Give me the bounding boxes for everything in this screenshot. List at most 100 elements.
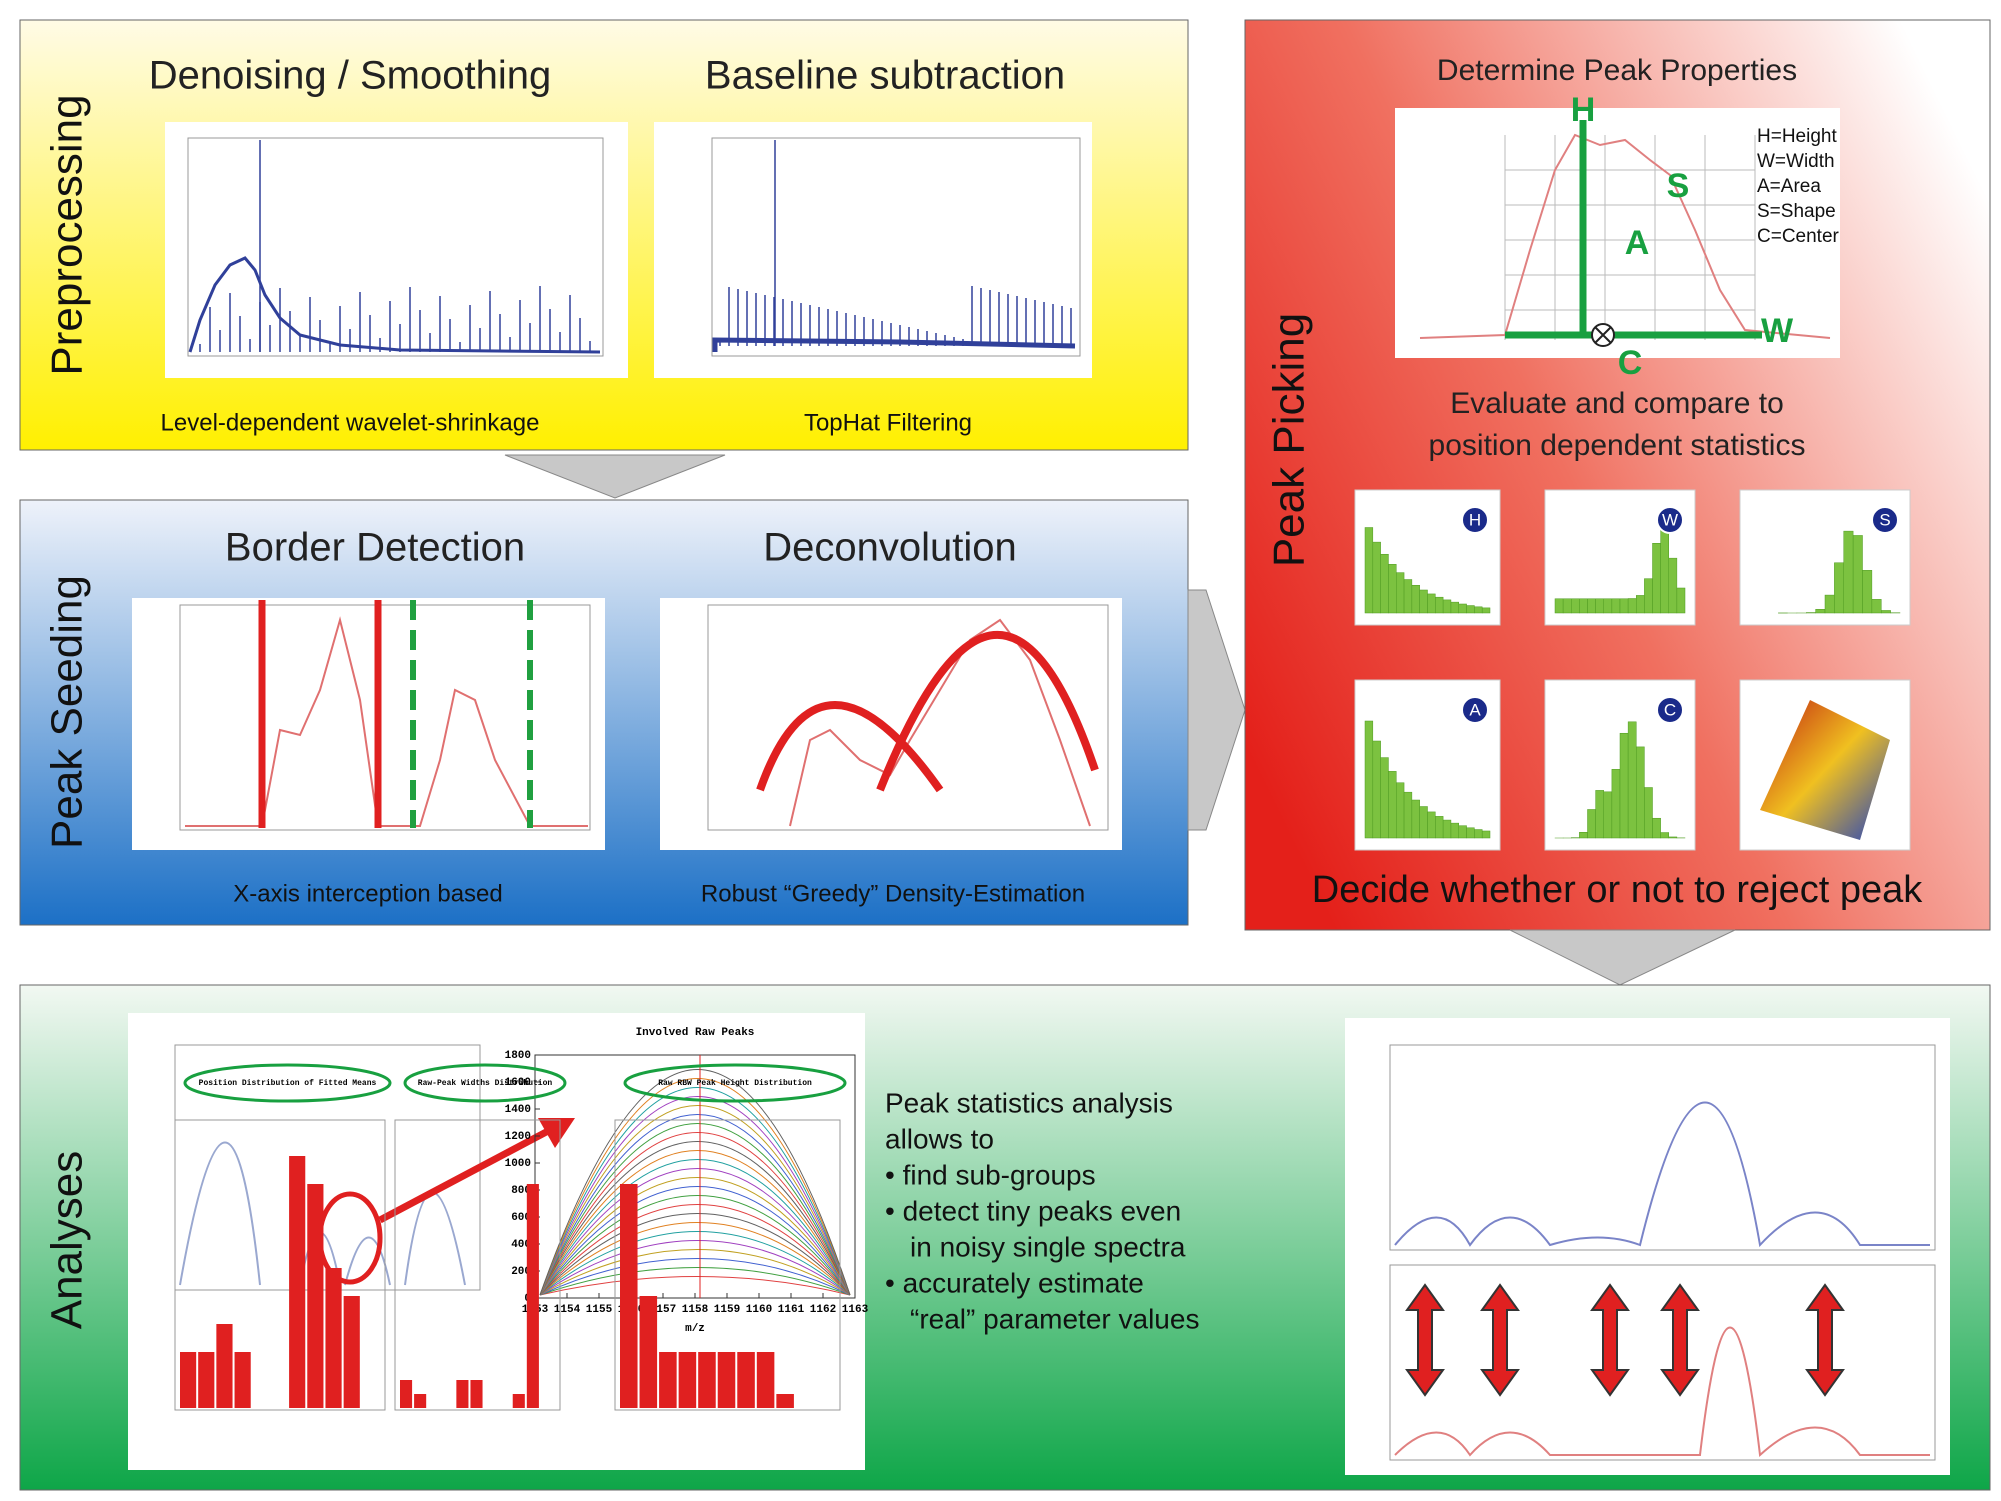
histogram-bar xyxy=(1677,588,1685,613)
histogram-bar xyxy=(1825,595,1834,613)
histogram-bar xyxy=(1365,721,1373,838)
histogram-bar xyxy=(1661,833,1669,838)
histogram-bar xyxy=(1443,600,1451,613)
histogram-bar xyxy=(1435,597,1443,613)
property-marker: H xyxy=(1571,91,1596,129)
panel-title: Preprocessing xyxy=(43,94,92,375)
histogram-bar xyxy=(216,1324,232,1408)
x-tick-label: 1159 xyxy=(714,1304,740,1316)
histogram-bar xyxy=(1881,610,1890,613)
histogram-bar xyxy=(1571,599,1579,613)
legend-entry: C=Center xyxy=(1757,226,1840,247)
x-axis-label: m/z xyxy=(685,1323,705,1335)
histogram-bar xyxy=(698,1352,716,1408)
intro-text: allows to xyxy=(885,1123,994,1154)
plot-image xyxy=(1345,1018,1950,1475)
histogram-bar xyxy=(1451,602,1459,613)
bullet-text: in noisy single spectra xyxy=(910,1231,1186,1262)
histogram-bar xyxy=(1443,820,1451,838)
x-tick-label: 1161 xyxy=(778,1304,805,1316)
step-heading: Deconvolution xyxy=(763,526,1017,570)
property-marker: W xyxy=(1761,312,1794,350)
histogram-bar xyxy=(1365,528,1373,614)
histogram-bar xyxy=(1381,554,1389,613)
histogram-bar xyxy=(1412,585,1420,613)
histogram-bar xyxy=(1653,543,1661,613)
bullet-text: • accurately estimate xyxy=(885,1267,1144,1298)
panel-title: Peak Seeding xyxy=(43,575,92,849)
x-tick-label: 1158 xyxy=(682,1304,709,1316)
histogram-bar xyxy=(757,1352,775,1408)
histogram-bar xyxy=(1653,818,1661,838)
badge-label: A xyxy=(1469,700,1481,719)
histogram-bar xyxy=(1604,599,1612,613)
legend-entry: S=Shape xyxy=(1757,201,1836,222)
x-tick-label: 1154 xyxy=(554,1304,581,1316)
histogram-bar xyxy=(1396,573,1404,613)
x-tick-label: 1155 xyxy=(586,1304,613,1316)
histogram-bar xyxy=(344,1296,360,1408)
histogram-bar xyxy=(1482,608,1490,613)
histogram-bar xyxy=(1661,529,1669,613)
histogram-bar xyxy=(1620,599,1628,613)
histogram-bar xyxy=(1644,788,1652,838)
histogram-bar xyxy=(1604,792,1612,838)
histogram-bar xyxy=(1467,828,1475,838)
histogram-bar xyxy=(400,1380,412,1408)
histogram-bar xyxy=(718,1352,736,1408)
panel-title: Analyses xyxy=(43,1151,92,1330)
step-heading: Denoising / Smoothing xyxy=(149,54,551,98)
section-heading: Determine Peak Properties xyxy=(1437,54,1797,87)
histogram-bar xyxy=(414,1394,426,1408)
histogram-bar xyxy=(1459,826,1467,838)
bullet-text: “real” parameter values xyxy=(910,1303,1199,1334)
evaluate-text: position dependent statistics xyxy=(1429,429,1806,462)
histogram-bar xyxy=(1420,807,1428,838)
x-tick-label: 1162 xyxy=(810,1304,836,1316)
intro-text: Peak statistics analysis xyxy=(885,1087,1173,1118)
histogram-bar xyxy=(1588,599,1596,613)
plot-title: Raw RBW Peak Height Distribution xyxy=(658,1079,812,1088)
badge-label: S xyxy=(1879,510,1890,529)
histogram-bar xyxy=(1388,771,1396,838)
chart-title: Involved Raw Peaks xyxy=(636,1027,755,1039)
panel-title: Peak Picking xyxy=(1265,313,1314,567)
histogram-bar xyxy=(456,1380,468,1408)
step-caption: X-axis interception based xyxy=(233,880,502,907)
plot-title: Raw-Peak Widths Distribution xyxy=(418,1079,553,1088)
step-heading: Border Detection xyxy=(225,526,525,570)
property-marker: A xyxy=(1625,224,1650,262)
histogram-bar xyxy=(620,1184,638,1408)
histogram-bar xyxy=(640,1296,658,1408)
plot-title: Position Distribution of Fitted Means xyxy=(199,1079,377,1088)
histogram-bar xyxy=(1428,594,1436,613)
y-tick-label: 1000 xyxy=(505,1158,531,1170)
plot-image xyxy=(660,598,1122,850)
badge-label: C xyxy=(1664,700,1676,719)
flow-arrow xyxy=(505,455,725,498)
histogram-bar xyxy=(1428,812,1436,838)
evaluate-text: Evaluate and compare to xyxy=(1450,387,1784,420)
histogram-bar xyxy=(1412,800,1420,838)
histogram-bar xyxy=(1612,599,1620,613)
histogram-bar xyxy=(513,1394,525,1408)
histogram-bar xyxy=(1474,607,1482,613)
histogram-bar xyxy=(1863,570,1872,613)
flow-arrow xyxy=(1510,930,1735,985)
y-tick-label: 1800 xyxy=(505,1050,531,1062)
histogram-bar xyxy=(1579,599,1587,613)
histogram-bar xyxy=(1644,579,1652,613)
histogram-bar xyxy=(1612,769,1620,838)
histogram-bar xyxy=(1816,609,1825,613)
diagram: Preprocessing Denoising / Smoothing Base… xyxy=(0,0,2001,1496)
histogram-bar xyxy=(1420,590,1428,613)
histogram-bar xyxy=(235,1352,251,1408)
histogram-bar xyxy=(659,1352,677,1408)
badge-label: H xyxy=(1469,510,1481,529)
histogram-bar xyxy=(1872,599,1881,613)
bullet-text: • find sub-groups xyxy=(885,1159,1096,1190)
histogram-bar xyxy=(1373,741,1381,838)
bullet-text: • detect tiny peaks even xyxy=(885,1195,1181,1226)
y-tick-label: 1400 xyxy=(505,1104,531,1116)
histogram-bar xyxy=(307,1184,323,1408)
